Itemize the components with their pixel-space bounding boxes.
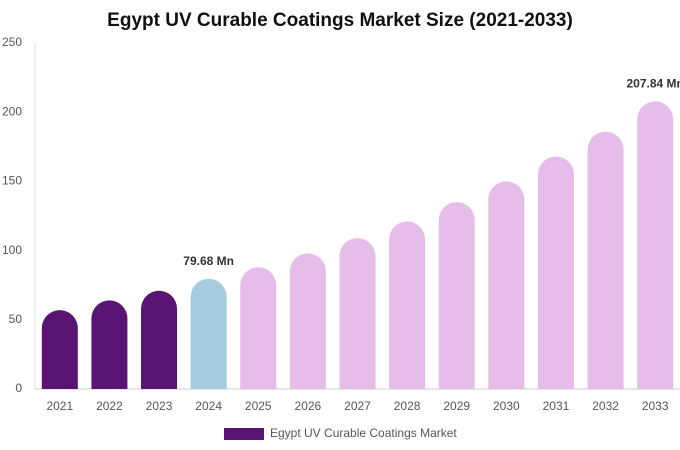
bar: [389, 221, 426, 389]
x-tick-label: 2033: [642, 399, 669, 413]
bar: [141, 290, 178, 389]
y-tick-label: 50: [9, 312, 23, 326]
bar: [488, 181, 525, 389]
x-tick-label: 2026: [295, 399, 322, 413]
bar: [339, 238, 376, 389]
bar: [91, 300, 128, 389]
x-tick-label: 2025: [245, 399, 272, 413]
chart-title: Egypt UV Curable Coatings Market Size (2…: [107, 10, 573, 31]
y-tick-label: 150: [2, 174, 22, 188]
x-tick-label: 2028: [394, 399, 421, 413]
x-tick-label: 2024: [195, 399, 222, 413]
legend-label: Egypt UV Curable Coatings Market: [270, 426, 457, 440]
x-tick-label: 2031: [543, 399, 570, 413]
bar: [190, 278, 227, 389]
bar: [537, 156, 574, 389]
value-label: 207.84 Mn: [627, 77, 680, 91]
y-tick-label: 200: [2, 104, 22, 118]
bar: [289, 253, 326, 389]
y-tick-label: 100: [2, 243, 22, 257]
bar: [637, 101, 674, 390]
y-tick-label: 250: [2, 35, 22, 49]
bar: [587, 131, 624, 390]
x-tick-label: 2029: [443, 399, 470, 413]
x-tick-label: 2022: [96, 399, 123, 413]
x-tick-label: 2027: [344, 399, 371, 413]
value-label: 79.68 Mn: [183, 254, 234, 268]
x-tick-label: 2021: [46, 399, 73, 413]
x-tick-label: 2023: [146, 399, 173, 413]
bar: [240, 267, 277, 389]
x-tick-label: 2030: [493, 399, 520, 413]
y-tick-label: 0: [15, 381, 22, 395]
bar: [41, 310, 78, 389]
bar: [438, 202, 475, 389]
x-tick-label: 2032: [592, 399, 619, 413]
legend-swatch: [224, 428, 264, 440]
